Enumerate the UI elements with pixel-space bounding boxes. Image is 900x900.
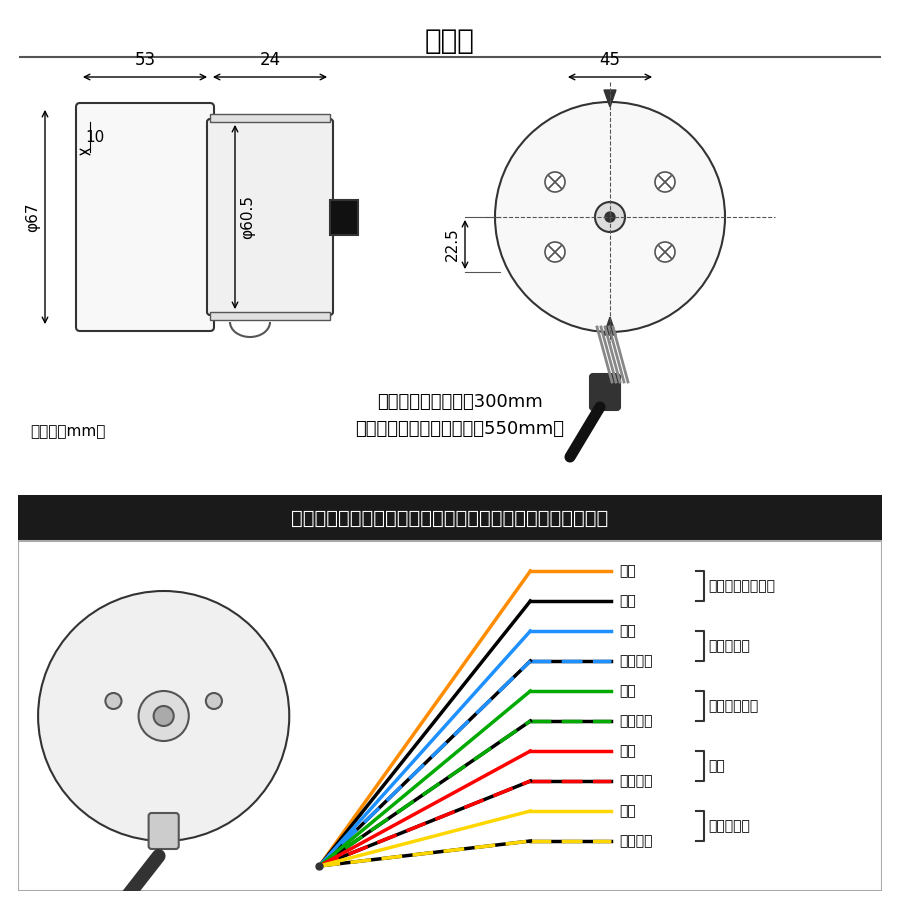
Text: 油圧: 油圧 — [708, 759, 725, 773]
Bar — [330, 200, 358, 235]
Circle shape — [154, 706, 174, 726]
Text: 24: 24 — [259, 51, 281, 69]
Text: φ67: φ67 — [25, 202, 40, 231]
Circle shape — [545, 242, 565, 262]
Text: 赤＋: 赤＋ — [619, 744, 635, 758]
Text: ハイビーム: ハイビーム — [708, 639, 750, 653]
Circle shape — [605, 212, 615, 222]
Text: 10: 10 — [85, 130, 104, 145]
Circle shape — [545, 172, 565, 192]
Text: （インジゲーター付きは約550mm）: （インジゲーター付きは約550mm） — [356, 420, 564, 438]
Text: バックライト照明: バックライト照明 — [708, 579, 775, 593]
Text: 黒－: 黒－ — [619, 594, 635, 608]
Text: 青＋: 青＋ — [619, 624, 635, 638]
Text: 照明用ハーネス：約300mm: 照明用ハーネス：約300mm — [377, 393, 543, 411]
Text: 黄／黒－: 黄／黒－ — [619, 834, 652, 848]
Text: 緑／黒－: 緑／黒－ — [619, 714, 652, 728]
Text: 緑＋: 緑＋ — [619, 684, 635, 698]
Bar — [18, 495, 882, 541]
Circle shape — [595, 202, 625, 232]
Bar — [210, 312, 330, 320]
Bar — [18, 541, 882, 891]
Text: 黄＋: 黄＋ — [619, 804, 635, 818]
Text: 53: 53 — [134, 51, 156, 69]
Circle shape — [139, 691, 189, 741]
Text: 機械式スピードメーター（インジケータ付き）配線について: 機械式スピードメーター（インジケータ付き）配線について — [292, 508, 608, 527]
Circle shape — [105, 693, 122, 709]
FancyBboxPatch shape — [148, 813, 179, 849]
FancyBboxPatch shape — [207, 119, 333, 315]
Text: 橙＋: 橙＋ — [619, 564, 635, 578]
Circle shape — [655, 172, 675, 192]
FancyBboxPatch shape — [590, 374, 620, 410]
Text: 青／黒－: 青／黒－ — [619, 654, 652, 668]
Text: 寸法図: 寸法図 — [425, 27, 475, 55]
FancyBboxPatch shape — [76, 103, 214, 331]
Text: 45: 45 — [599, 51, 620, 69]
Circle shape — [206, 693, 222, 709]
Text: 赤／黒－: 赤／黒－ — [619, 774, 652, 788]
Text: ニュートラル: ニュートラル — [708, 699, 759, 713]
Text: （単位：mm）: （単位：mm） — [30, 425, 105, 439]
Circle shape — [495, 102, 725, 332]
Text: ウインカー: ウインカー — [708, 819, 750, 833]
Text: 22.5: 22.5 — [445, 228, 460, 261]
Bar — [210, 114, 330, 122]
Polygon shape — [604, 317, 616, 335]
Polygon shape — [604, 90, 616, 107]
Circle shape — [38, 591, 289, 841]
Text: φ60.5: φ60.5 — [240, 195, 255, 239]
Circle shape — [655, 242, 675, 262]
